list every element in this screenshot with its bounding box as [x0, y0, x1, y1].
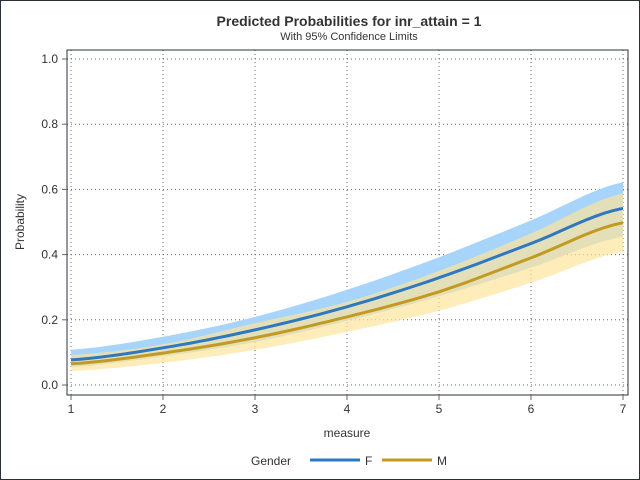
y-tick-label: 0.2 — [41, 313, 58, 327]
x-tick-label: 4 — [344, 402, 351, 416]
y-tick-label: 0.4 — [41, 248, 58, 262]
chart-title: Predicted Probabilities for inr_attain =… — [217, 13, 482, 29]
chart-subtitle: With 95% Confidence Limits — [280, 31, 418, 43]
legend-title: Gender — [251, 454, 291, 468]
y-tick-label: 0.0 — [41, 378, 58, 392]
series-line-F — [70, 206, 624, 362]
y-tick-label: 0.8 — [41, 117, 58, 131]
x-tick-label: 1 — [68, 402, 75, 416]
confidence-band-F — [71, 182, 623, 368]
x-tick-label: 2 — [160, 402, 167, 416]
series-line-M — [70, 221, 624, 366]
legend-label-M: M — [437, 454, 447, 468]
x-tick-label: 6 — [528, 402, 535, 416]
y-axis-label: Probability — [13, 194, 27, 250]
legend: Gender F M — [251, 454, 447, 468]
y-tick-label: 0.6 — [41, 182, 58, 196]
x-tick-label: 7 — [620, 402, 627, 416]
x-tick-label: 3 — [252, 402, 259, 416]
x-axis-label: measure — [324, 426, 371, 440]
legend-label-F: F — [365, 454, 372, 468]
x-tick-label: 5 — [436, 402, 443, 416]
y-tick-label: 1.0 — [41, 52, 58, 66]
